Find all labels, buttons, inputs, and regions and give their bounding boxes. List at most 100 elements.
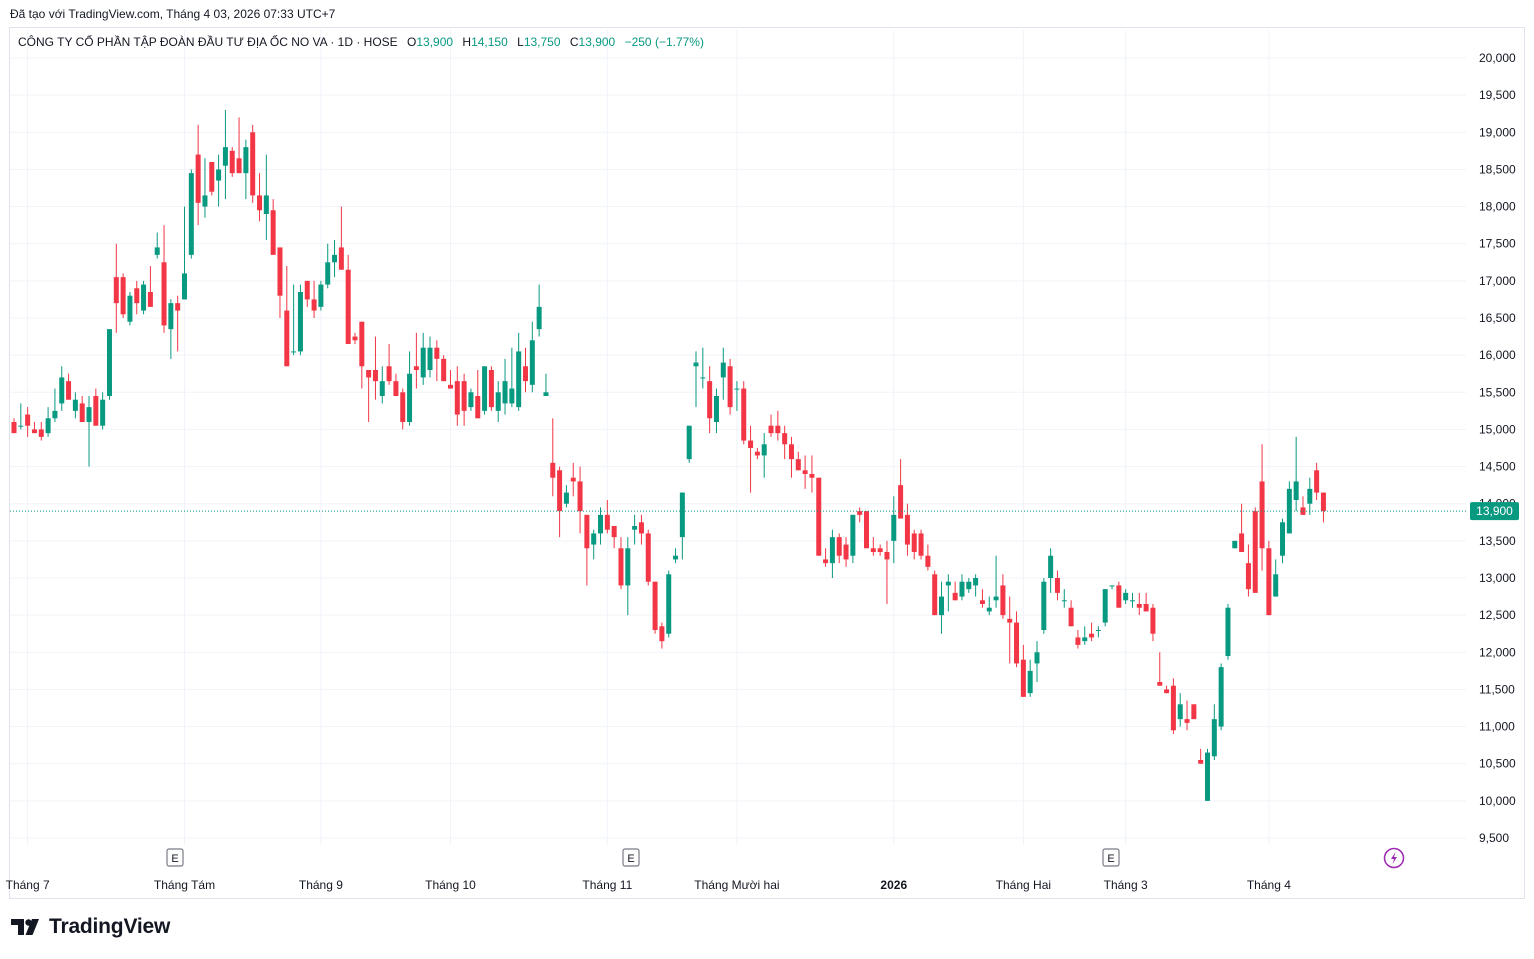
candle-body <box>625 548 631 586</box>
last-price-tag <box>1470 502 1519 521</box>
candle-body <box>277 247 283 296</box>
y-tick-label: 16,000 <box>1479 348 1516 362</box>
candle-body <box>188 173 194 255</box>
candle-body <box>604 514 610 530</box>
candle-body <box>257 195 263 211</box>
y-tick-label: 12,000 <box>1479 645 1516 659</box>
candle-body <box>686 425 692 460</box>
candle-body <box>1136 604 1142 608</box>
candle-body <box>1089 633 1095 638</box>
x-tick-label: Tháng Hai <box>996 878 1051 892</box>
candle-body <box>243 147 249 174</box>
last-price-tag-label: 13,900 <box>1476 504 1513 518</box>
candle-body <box>100 399 106 426</box>
tradingview-logo[interactable]: TradingView <box>11 915 170 939</box>
candle-body <box>809 474 815 478</box>
candle-body <box>632 526 638 530</box>
candle-body <box>1198 760 1204 764</box>
candle-body <box>734 388 740 390</box>
candle-body <box>1116 585 1122 608</box>
candle-body <box>829 537 835 564</box>
candle-body <box>66 381 72 400</box>
candle-body <box>673 555 679 560</box>
candle-body <box>1034 652 1040 664</box>
candle-body <box>1095 630 1101 631</box>
legend-low-label: L <box>517 35 524 49</box>
candle-body <box>379 381 385 396</box>
x-tick-label: Tháng 9 <box>299 878 343 892</box>
candle-body <box>1218 667 1224 727</box>
candle-body <box>400 392 406 422</box>
candle-body <box>509 388 515 404</box>
candle-body <box>127 295 133 322</box>
candle-body <box>707 381 713 419</box>
chart-created-caption: Đã tạo với TradingView.com, Tháng 4 03, … <box>10 7 336 21</box>
symbol-legend: CÔNG TY CỔ PHẦN TẬP ĐOÀN ĐẦU TƯ ĐỊA ỐC N… <box>18 35 704 49</box>
candle-body <box>1109 585 1115 587</box>
y-tick-label: 12,500 <box>1479 608 1516 622</box>
candle-body <box>898 485 904 519</box>
x-tick-label: 2026 <box>880 878 907 892</box>
candle-body <box>488 370 494 408</box>
candle-body <box>1211 719 1217 757</box>
candle-body <box>973 578 979 586</box>
candle-body <box>857 511 863 515</box>
candle-body <box>693 362 699 367</box>
candle-body <box>284 310 290 367</box>
y-tick-label: 20,000 <box>1479 51 1516 65</box>
y-tick-label: 13,500 <box>1479 534 1516 548</box>
candle-body <box>577 481 583 512</box>
candle-body <box>366 370 372 378</box>
candle-body <box>918 533 924 556</box>
candle-body <box>952 592 958 601</box>
y-tick-label: 15,500 <box>1479 385 1516 399</box>
candle-body <box>700 377 706 379</box>
candle-body <box>966 581 972 590</box>
candle-body <box>202 195 208 207</box>
candle-body <box>106 329 112 396</box>
candle-body <box>250 132 256 196</box>
candle-body <box>1007 618 1013 623</box>
candle-body <box>1307 488 1313 504</box>
candle-body <box>550 462 556 478</box>
candle-body <box>222 147 228 166</box>
y-tick-label: 11,500 <box>1479 682 1515 696</box>
candle-body <box>413 366 419 370</box>
candle-body <box>741 388 747 441</box>
x-tick-label: Tháng 11 <box>582 878 632 892</box>
candle-body <box>543 392 549 396</box>
candle-body <box>761 444 767 456</box>
candle-body <box>659 626 665 642</box>
candle-body <box>1280 522 1286 556</box>
legend-high-label: H <box>462 35 472 49</box>
candle-body <box>1266 548 1272 616</box>
candle-body <box>1320 492 1326 512</box>
candle-body <box>393 381 399 396</box>
candle-body <box>1191 704 1197 720</box>
candle-body <box>441 358 447 382</box>
candle-body <box>72 399 78 411</box>
candle-body <box>427 347 433 370</box>
candle-body <box>836 537 842 556</box>
candle-body <box>1041 581 1047 630</box>
candle-body <box>557 470 563 512</box>
candle-body <box>754 451 760 456</box>
candle-body <box>864 511 869 549</box>
candle-body <box>147 292 153 307</box>
y-tick-label: 9,500 <box>1479 831 1509 845</box>
candle-body <box>420 347 426 378</box>
candle-body <box>795 459 801 471</box>
candle-body <box>904 514 910 545</box>
earnings-event-icon <box>166 848 184 867</box>
candle-body <box>332 254 338 263</box>
candle-body <box>304 280 310 300</box>
symbol-name: CÔNG TY CỔ PHẦN TẬP ĐOÀN ĐẦU TƯ ĐỊA ỐC N… <box>18 35 398 49</box>
candle-body <box>945 581 951 586</box>
candle-body <box>1273 574 1279 597</box>
y-tick-label: 10,500 <box>1479 757 1516 771</box>
candle-body <box>1170 685 1176 731</box>
candle-body <box>1164 689 1170 694</box>
candle-body <box>1102 589 1108 623</box>
candle-body <box>679 492 685 538</box>
